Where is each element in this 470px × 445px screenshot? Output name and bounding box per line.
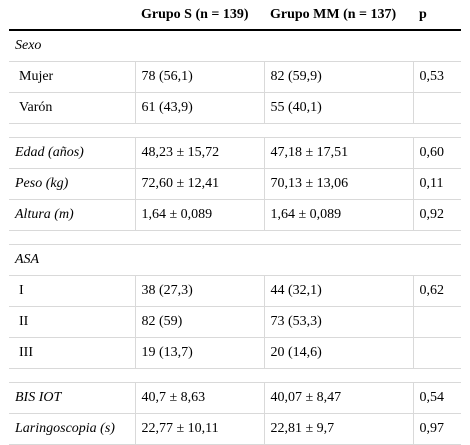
cell-p: 0,53 — [412, 61, 461, 93]
section-label: ASA — [9, 244, 461, 276]
header-row: Grupo S (n = 139) Grupo MM (n = 137) p — [9, 0, 461, 31]
header-grupo-s: Grupo S (n = 139) — [135, 0, 264, 31]
cell-grupo-s: 61 (43,9) — [134, 92, 264, 124]
cell-p: 0,60 — [412, 137, 461, 169]
row-label: BIS IOT — [9, 382, 135, 414]
row-label: II — [9, 306, 135, 338]
cell-grupo-mm: 73 (53,3) — [263, 306, 413, 338]
header-empty — [9, 0, 135, 31]
section-asa: ASA — [9, 244, 461, 276]
spacer-row — [9, 368, 461, 383]
cell-grupo-s: 72,60 ± 12,41 — [134, 168, 264, 200]
row-label: Peso (kg) — [9, 168, 135, 200]
cell-grupo-mm: 20 (14,6) — [263, 337, 413, 369]
table-row: Edad (años) 48,23 ± 15,72 47,18 ± 17,51 … — [9, 137, 461, 169]
row-label: I — [9, 275, 135, 307]
cell-p — [412, 92, 461, 124]
row-label: Altura (m) — [9, 199, 135, 231]
table-row: Peso (kg) 72,60 ± 12,41 70,13 ± 13,06 0,… — [9, 168, 461, 200]
cell-grupo-mm: 1,64 ± 0,089 — [263, 199, 413, 231]
cell-grupo-s: 48,23 ± 15,72 — [134, 137, 264, 169]
table-row: Varón 61 (43,9) 55 (40,1) — [9, 92, 461, 124]
cell-grupo-s: 82 (59) — [134, 306, 264, 338]
row-label: Edad (años) — [9, 137, 135, 169]
cell-grupo-s: 38 (27,3) — [134, 275, 264, 307]
table-row: II 82 (59) 73 (53,3) — [9, 306, 461, 338]
cell-p — [412, 337, 461, 369]
cell-p: 0,62 — [412, 275, 461, 307]
row-label: Varón — [9, 92, 135, 124]
cell-p: 0,97 — [412, 413, 461, 445]
table-row: Altura (m) 1,64 ± 0,089 1,64 ± 0,089 0,9… — [9, 199, 461, 231]
table-row: Laringoscopia (s) 22,77 ± 10,11 22,81 ± … — [9, 413, 461, 445]
section-sexo: Sexo — [9, 30, 461, 62]
cell-grupo-s: 40,7 ± 8,63 — [134, 382, 264, 414]
row-label: Laringoscopia (s) — [9, 413, 135, 445]
cell-p: 0,92 — [412, 199, 461, 231]
cell-grupo-mm: 22,81 ± 9,7 — [263, 413, 413, 445]
cell-grupo-mm: 70,13 ± 13,06 — [263, 168, 413, 200]
demographics-table: Grupo S (n = 139) Grupo MM (n = 137) p S… — [9, 0, 461, 445]
cell-p: 0,54 — [412, 382, 461, 414]
table-row: Mujer 78 (56,1) 82 (59,9) 0,53 — [9, 61, 461, 93]
cell-grupo-mm: 82 (59,9) — [263, 61, 413, 93]
spacer-row — [9, 123, 461, 138]
section-label: Sexo — [9, 30, 461, 62]
spacer-row — [9, 230, 461, 245]
header-grupo-mm: Grupo MM (n = 137) — [264, 0, 413, 31]
row-label: Mujer — [9, 61, 135, 93]
cell-grupo-s: 78 (56,1) — [134, 61, 264, 93]
table-row: III 19 (13,7) 20 (14,6) — [9, 337, 461, 369]
table-row: I 38 (27,3) 44 (32,1) 0,62 — [9, 275, 461, 307]
cell-grupo-s: 1,64 ± 0,089 — [134, 199, 264, 231]
cell-grupo-mm: 47,18 ± 17,51 — [263, 137, 413, 169]
cell-grupo-mm: 40,07 ± 8,47 — [263, 382, 413, 414]
cell-grupo-mm: 55 (40,1) — [263, 92, 413, 124]
cell-grupo-s: 19 (13,7) — [134, 337, 264, 369]
row-label: III — [9, 337, 135, 369]
header-p: p — [413, 0, 461, 31]
cell-p — [412, 306, 461, 338]
cell-p: 0,11 — [412, 168, 461, 200]
cell-grupo-s: 22,77 ± 10,11 — [134, 413, 264, 445]
table-row: BIS IOT 40,7 ± 8,63 40,07 ± 8,47 0,54 — [9, 382, 461, 414]
cell-grupo-mm: 44 (32,1) — [263, 275, 413, 307]
